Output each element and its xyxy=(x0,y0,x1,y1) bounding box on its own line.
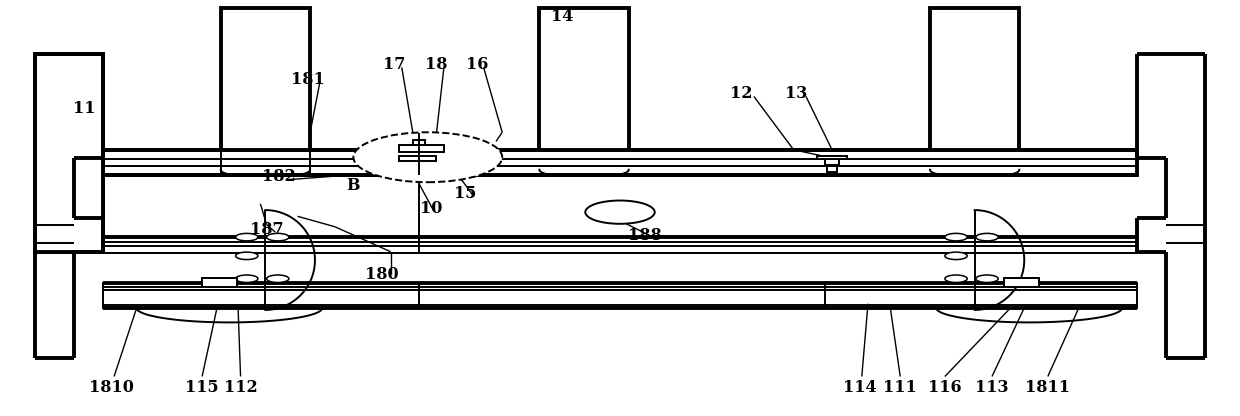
Text: 188: 188 xyxy=(627,227,662,243)
Circle shape xyxy=(976,233,998,241)
Bar xyxy=(103,150,1137,175)
Text: 181: 181 xyxy=(290,71,325,87)
Text: 187: 187 xyxy=(249,221,284,238)
Bar xyxy=(413,140,425,145)
Bar xyxy=(399,145,444,152)
Bar xyxy=(103,283,1137,308)
Text: 15: 15 xyxy=(454,185,476,202)
Circle shape xyxy=(267,275,289,282)
Bar xyxy=(103,237,1137,253)
Text: 1811: 1811 xyxy=(1025,379,1070,396)
Text: 115: 115 xyxy=(185,379,219,396)
Bar xyxy=(930,8,1019,150)
Circle shape xyxy=(353,132,502,182)
Circle shape xyxy=(236,252,258,260)
Bar xyxy=(827,166,837,172)
Bar xyxy=(35,54,103,252)
Text: 13: 13 xyxy=(785,85,807,102)
Text: 113: 113 xyxy=(975,379,1009,396)
Bar xyxy=(1004,278,1039,287)
Circle shape xyxy=(236,275,258,282)
Text: 17: 17 xyxy=(383,56,405,73)
Text: 182: 182 xyxy=(262,168,296,185)
Circle shape xyxy=(945,233,967,241)
Circle shape xyxy=(945,275,967,282)
Bar xyxy=(539,8,629,150)
Text: 16: 16 xyxy=(466,56,489,73)
Circle shape xyxy=(585,201,655,224)
Bar xyxy=(35,54,103,252)
Text: 116: 116 xyxy=(928,379,962,396)
Text: 14: 14 xyxy=(551,8,573,25)
Circle shape xyxy=(945,252,967,260)
Text: 114: 114 xyxy=(842,379,877,396)
Bar xyxy=(202,278,237,287)
Text: 1810: 1810 xyxy=(89,379,134,396)
Text: 112: 112 xyxy=(223,379,258,396)
Circle shape xyxy=(267,233,289,241)
Text: 111: 111 xyxy=(883,379,918,396)
Bar xyxy=(221,8,310,150)
Text: B: B xyxy=(347,177,360,193)
Text: 180: 180 xyxy=(365,266,399,283)
Bar xyxy=(817,156,847,159)
Text: 18: 18 xyxy=(425,56,448,73)
Bar xyxy=(399,156,436,161)
Circle shape xyxy=(236,233,258,241)
Text: 10: 10 xyxy=(420,201,443,217)
Text: 12: 12 xyxy=(730,85,753,102)
Bar xyxy=(825,156,839,165)
Circle shape xyxy=(976,275,998,282)
Text: 11: 11 xyxy=(73,100,95,116)
